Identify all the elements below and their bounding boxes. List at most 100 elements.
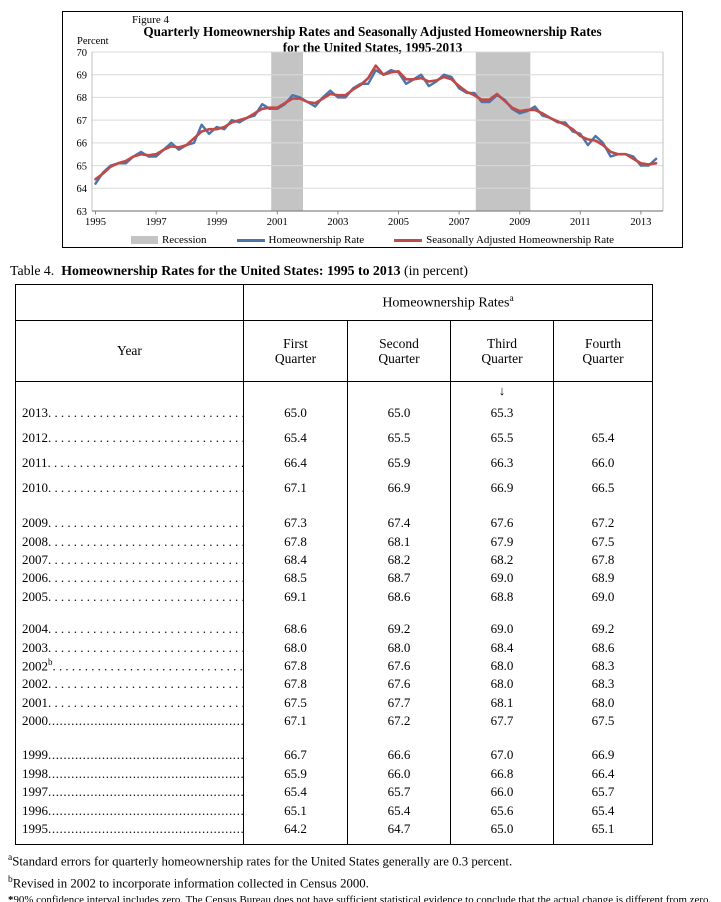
recession-band (271, 52, 303, 211)
leader-dots: ........................................… (48, 676, 244, 692)
rate-cell: 68.7 (347, 569, 451, 588)
x-tick-label: 2007 (449, 217, 470, 228)
leader-dots: ........................................… (48, 747, 244, 763)
seasonally-adjusted-rate-line (94, 64, 658, 181)
leader-dots: ........................................… (52, 658, 244, 674)
rate-cell: 65.3 (450, 400, 554, 425)
year-cell: 2001....................................… (16, 694, 244, 712)
year-cell: 2009....................................… (16, 514, 244, 532)
footnote-a-ref: a (509, 293, 514, 304)
legend-item: Recession (130, 234, 207, 246)
spacer-row (16, 605, 653, 620)
table-header: Homeownership Ratesa Year First Quarter Se… (15, 284, 653, 382)
legend-label: Homeownership Rate (268, 234, 365, 246)
y-tick-label: 67 (77, 116, 88, 127)
current-quarter-arrow: ↓ (450, 381, 554, 400)
rate-cell: 67.7 (450, 711, 554, 731)
rate-cell: 65.4 (243, 425, 348, 450)
year-label: 2002 (22, 676, 48, 692)
rate-cell: 67.6 (347, 656, 451, 676)
year-label: 2008 (22, 533, 48, 549)
rate-cell: 69.2 (553, 619, 653, 639)
leader-dots: ........................................… (48, 639, 244, 655)
table-row: 2004....................................… (16, 619, 653, 639)
column-header-quarter: Fourth Quarter (553, 320, 653, 382)
figure-label: Figure 4 (132, 14, 169, 26)
table-row: 2012....................................… (16, 425, 653, 450)
year-label: 2005 (22, 588, 48, 604)
table-row: 2010....................................… (16, 475, 653, 500)
rate-cell: 69.0 (553, 587, 653, 606)
leader-dots: ........................................… (48, 621, 244, 637)
x-tick-label: 1997 (146, 217, 167, 228)
rate-cell: 67.6 (347, 675, 451, 694)
y-tick-label: 66 (77, 139, 88, 150)
rate-cell: 66.9 (347, 475, 451, 500)
table-row: 2013....................................… (16, 400, 653, 425)
spacer-row (16, 500, 653, 514)
table-row: 2002....................................… (16, 675, 653, 694)
rate-cell: 67.6 (450, 514, 554, 533)
rate-cell: 67.5 (553, 711, 653, 731)
rate-cell: 65.9 (347, 450, 451, 475)
rate-cell: 67.8 (243, 532, 348, 551)
rate-cell: 67.4 (347, 514, 451, 533)
year-label: 2000 (22, 713, 48, 729)
year-cell: 2006....................................… (16, 569, 244, 587)
figure-title-line2: for the United States, 1995-2013 (282, 39, 463, 55)
y-axis-unit-label: Percent (77, 36, 109, 47)
rate-cell: 68.1 (347, 532, 451, 551)
rate-cell: 68.0 (243, 638, 348, 657)
rate-cell: 65.7 (347, 783, 451, 802)
year-cell: 2004....................................… (16, 620, 244, 638)
line-swatch (394, 238, 423, 242)
table-row: 2005....................................… (16, 587, 653, 606)
rate-cell: 68.6 (553, 638, 653, 657)
year-label: 2007 (22, 551, 48, 567)
year-cell: 2013....................................… (16, 400, 244, 425)
rate-cell: 68.9 (553, 569, 653, 588)
rate-cell: 67.3 (243, 514, 348, 533)
homeownership-rate-line (94, 69, 658, 185)
x-tick-label: 1999 (206, 217, 227, 228)
rate-cell: 68.0 (450, 656, 554, 676)
rate-cell: 64.7 (347, 819, 451, 839)
line-swatch (236, 238, 265, 242)
leader-dots: ........................................… (48, 404, 244, 420)
table-row: 2008....................................… (16, 532, 653, 551)
year-label: 2012 (22, 429, 48, 445)
rate-cell: 67.9 (450, 532, 554, 551)
rate-cell: 68.0 (450, 675, 554, 694)
year-cell: 2007....................................… (16, 551, 244, 569)
column-group-header: Homeownership Ratesa (243, 284, 653, 321)
rate-cell: 67.1 (243, 711, 348, 731)
rate-cell: 66.0 (347, 764, 451, 784)
rate-cell: 68.0 (347, 638, 451, 657)
leader-dots: ........................................… (48, 588, 244, 604)
rate-cell: 65.7 (553, 783, 653, 802)
year-cell: 2005....................................… (16, 588, 244, 606)
table-row: 2001....................................… (16, 693, 653, 712)
rate-cell: 65.4 (243, 783, 348, 802)
year-label: 2006 (22, 570, 48, 586)
year-cell: 1996....................................… (16, 801, 244, 819)
year-label: 2010 (22, 479, 48, 495)
rate-cell: 68.6 (347, 587, 451, 606)
x-tick-label: 2001 (267, 217, 288, 228)
year-label: 1995 (22, 821, 48, 837)
year-cell: 2011....................................… (16, 450, 244, 475)
rate-cell: 68.0 (553, 693, 653, 712)
rate-cell: 65.9 (243, 764, 348, 784)
footnote-text: 90% confidence interval includes zero. T… (13, 893, 712, 902)
y-tick-label: 68 (77, 93, 88, 104)
rate-cell: 67.5 (243, 693, 348, 712)
table-row: 2011....................................… (16, 450, 653, 475)
rate-cell: 66.8 (450, 764, 554, 784)
rate-cell: 66.5 (553, 475, 653, 500)
rate-cell: 69.2 (347, 619, 451, 639)
x-tick-label: 2005 (388, 217, 409, 228)
leader-dots: ........................................… (48, 765, 244, 781)
x-tick-label: 2013 (630, 217, 651, 228)
x-tick-label: 2003 (327, 217, 348, 228)
